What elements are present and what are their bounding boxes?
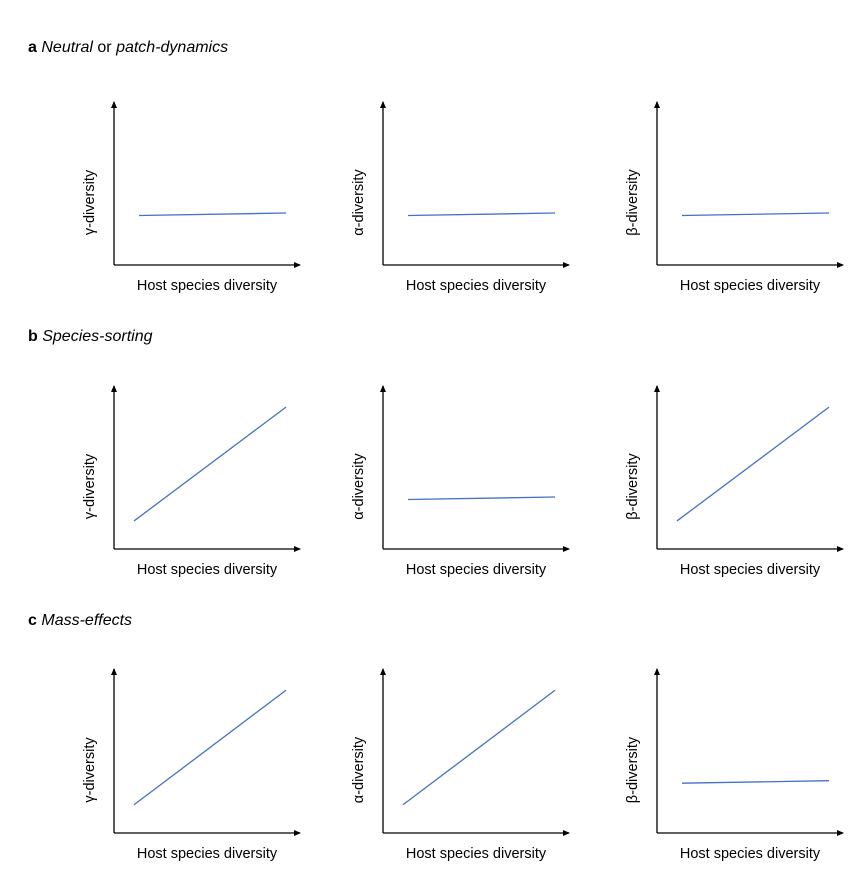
plot-a-3: Host species diversity β-diversity: [625, 101, 844, 294]
panel-title-part: Neutral: [41, 39, 93, 56]
panel-title-part: Mass-effects: [41, 612, 133, 629]
plot-c-3: Host species diversity β-diversity: [625, 668, 844, 862]
panel-letter: b: [28, 328, 38, 345]
plot-b-3: Host species diversity β-diversity: [625, 385, 844, 578]
panel-title-b: b Species-sorting: [28, 327, 153, 347]
panel-letter: c: [28, 612, 37, 629]
y-axis-label: β-diversity: [625, 169, 641, 236]
panel-letter: a: [28, 39, 37, 56]
trend-line-flat: [681, 780, 830, 784]
x-axis-label: Host species diversity: [406, 846, 547, 862]
y-axis-label: β-diversity: [625, 453, 641, 520]
y-axis-label: γ-diversity: [82, 453, 98, 519]
trend-line-flat: [407, 496, 556, 501]
x-axis-label: Host species diversity: [406, 562, 547, 578]
plot-c-2: Host species diversity α-diversity: [351, 668, 570, 862]
plot-a-1: Host species diversity γ-diversity: [82, 101, 301, 294]
trend-line-flat: [407, 212, 556, 217]
trend-line-flat: [138, 212, 287, 217]
plot-a-2: Host species diversity α-diversity: [351, 101, 570, 294]
x-axis-label: Host species diversity: [137, 562, 278, 578]
panel-title-part: Species-sorting: [42, 328, 153, 345]
panel-title-part: patch-dynamics: [116, 39, 229, 56]
x-axis-label: Host species diversity: [680, 562, 821, 578]
panel-title-c: c Mass-effects: [28, 611, 132, 631]
y-axis-label: γ-diversity: [82, 169, 98, 235]
y-axis-label: α-diversity: [351, 736, 367, 803]
x-axis-label: Host species diversity: [680, 846, 821, 862]
y-axis-label: γ-diversity: [82, 737, 98, 803]
panel-title-a: a Neutral or patch-dynamics: [28, 38, 228, 58]
trend-line-increasing: [402, 689, 556, 806]
trend-line-flat: [681, 212, 830, 217]
x-axis-label: Host species diversity: [406, 278, 547, 294]
y-axis-label: α-diversity: [351, 453, 367, 520]
trend-line-increasing: [676, 406, 830, 522]
x-axis-label: Host species diversity: [137, 846, 278, 862]
panel-title-part: or: [92, 39, 117, 56]
trend-line-increasing: [133, 689, 287, 806]
x-axis-label: Host species diversity: [680, 278, 821, 294]
plot-c-1: Host species diversity γ-diversity: [82, 668, 301, 862]
plot-b-1: Host species diversity γ-diversity: [82, 385, 301, 578]
y-axis-label: β-diversity: [625, 736, 641, 803]
x-axis-label: Host species diversity: [137, 278, 278, 294]
y-axis-label: α-diversity: [351, 169, 367, 236]
trend-line-increasing: [133, 406, 287, 522]
plot-b-2: Host species diversity α-diversity: [351, 385, 570, 578]
